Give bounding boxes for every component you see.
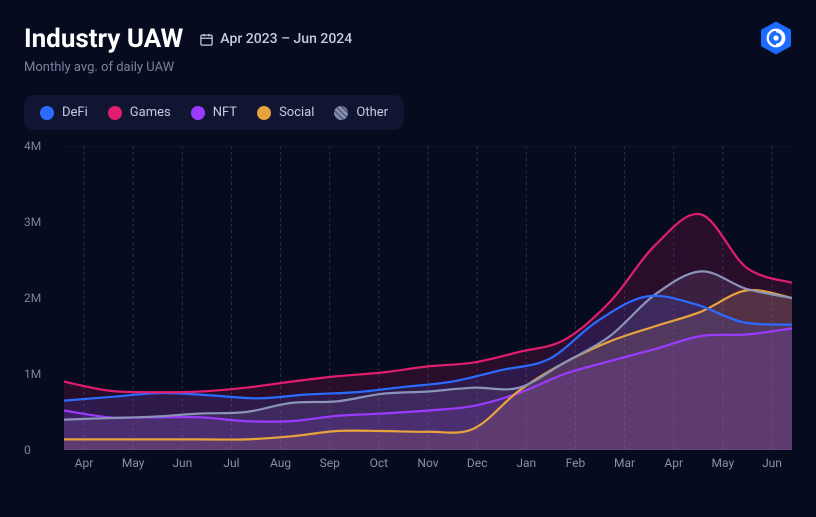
page-title: Industry UAW	[24, 24, 183, 54]
date-range-label: Apr 2023 – Jun 2024	[220, 31, 352, 47]
legend-item-nft[interactable]: NFT	[191, 105, 237, 120]
x-tick-label: Aug	[270, 456, 291, 470]
x-tick-label: Sep	[320, 456, 340, 470]
social-swatch	[257, 106, 271, 120]
y-tick-label: 4M	[24, 139, 41, 153]
chart-svg	[64, 146, 792, 450]
x-tick-label: Jan	[516, 456, 536, 470]
x-axis: Apr May Jun Jul Aug Sep Oct Nov Dec Jan Feb Mar Apr M…	[64, 456, 792, 476]
legend-label: Social	[279, 105, 314, 120]
header: Industry UAW Apr 2023 – Jun 2024	[24, 24, 792, 54]
y-tick-label: 1M	[24, 367, 41, 381]
y-tick-label: 3M	[24, 215, 41, 229]
plot-area	[64, 146, 792, 450]
subtitle: Monthly avg. of daily UAW	[24, 60, 792, 75]
legend-label: Games	[130, 105, 171, 120]
y-tick-label: 0	[24, 443, 31, 457]
legend-item-defi[interactable]: DeFi	[40, 105, 88, 120]
legend-label: Other	[356, 105, 388, 120]
legend-item-games[interactable]: Games	[108, 105, 171, 120]
legend-item-social[interactable]: Social	[257, 105, 314, 120]
legend-label: NFT	[213, 105, 237, 120]
x-tick-label: Mar	[614, 456, 635, 470]
legend-item-other[interactable]: Other	[334, 105, 388, 120]
date-range[interactable]: Apr 2023 – Jun 2024	[199, 31, 352, 47]
games-swatch	[108, 106, 122, 120]
x-tick-label: Oct	[370, 456, 388, 470]
x-tick-label: Dec	[467, 456, 488, 470]
x-tick-label: Feb	[566, 456, 586, 470]
nft-swatch	[191, 106, 205, 120]
y-tick-label: 2M	[24, 291, 41, 305]
chart: 01M2M3M4M AprMayJunJulAugSepOctNovDecJan…	[24, 146, 792, 476]
x-tick-label: Jun	[172, 456, 192, 470]
x-tick-label: May	[122, 456, 145, 470]
x-tick-label: Nov	[417, 456, 438, 470]
x-tick-label: Apr	[664, 456, 683, 470]
other-swatch	[334, 106, 348, 120]
x-tick-label: Jul	[223, 456, 239, 470]
x-tick-label: May	[712, 456, 735, 470]
x-tick-label: Apr	[75, 456, 94, 470]
defi-swatch	[40, 106, 54, 120]
legend: DeFi Games NFT Social Other	[24, 95, 404, 130]
calendar-icon	[199, 32, 214, 47]
y-axis: 01M2M3M4M	[24, 146, 56, 446]
brand-logo-icon	[758, 20, 794, 56]
legend-label: DeFi	[62, 105, 88, 120]
x-tick-label: Jun	[762, 456, 782, 470]
